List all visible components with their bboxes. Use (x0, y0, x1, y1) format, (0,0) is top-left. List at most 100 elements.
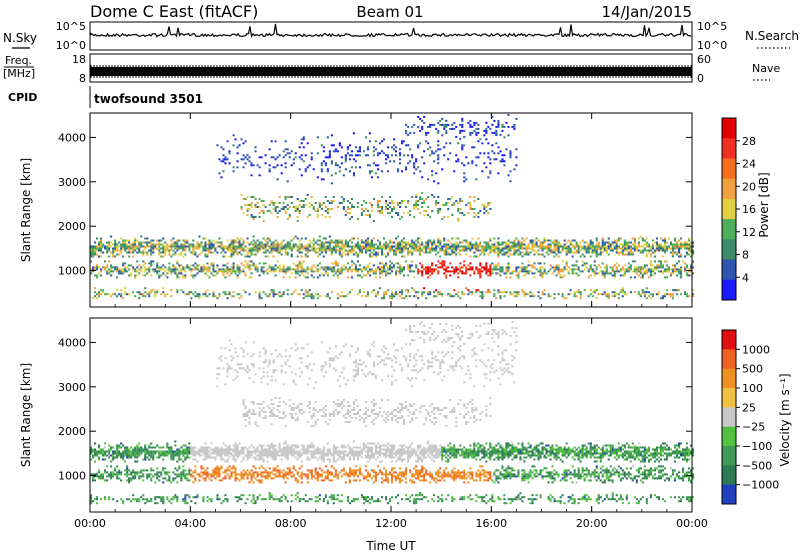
data-cell (218, 357, 221, 360)
data-cell (190, 452, 193, 455)
data-cell (188, 442, 191, 445)
data-cell (252, 247, 255, 250)
y-tick-label: 4000 (58, 131, 86, 144)
data-cell (399, 264, 402, 267)
data-cell (282, 156, 285, 159)
data-cell (573, 268, 576, 271)
data-cell (557, 245, 560, 248)
data-cell (385, 202, 388, 204)
data-cell (673, 268, 676, 271)
data-cell (250, 243, 253, 246)
data-cell (655, 249, 658, 252)
data-cell (455, 270, 458, 273)
data-cell (198, 475, 201, 478)
data-cell (94, 475, 97, 478)
data-cell (152, 239, 155, 242)
data-cell (234, 369, 237, 372)
data-cell (254, 471, 257, 474)
data-cell (381, 247, 384, 250)
data-cell (212, 262, 215, 265)
data-cell (182, 247, 185, 250)
data-cell (439, 249, 442, 252)
data-cell (541, 241, 544, 244)
data-cell (296, 216, 299, 218)
data-cell (124, 454, 127, 457)
data-cell (208, 247, 211, 250)
data-cell (547, 295, 550, 298)
data-cell (90, 268, 93, 271)
data-cell (122, 245, 125, 248)
data-cell (631, 243, 634, 246)
data-cell (246, 473, 249, 476)
data-cell (569, 241, 572, 244)
data-cell (425, 270, 428, 273)
data-cell (381, 206, 384, 208)
data-cell (356, 202, 359, 204)
data-cell (527, 245, 530, 248)
data-cell (336, 264, 339, 267)
data-cell (114, 241, 117, 244)
data-cell (298, 204, 301, 206)
data-cell (306, 249, 309, 252)
data-cell (405, 289, 408, 292)
data-cell (160, 496, 163, 499)
data-cell (501, 125, 504, 128)
data-cell (152, 268, 155, 271)
data-cell (451, 251, 454, 254)
data-cell (437, 202, 440, 204)
data-cell (344, 245, 347, 248)
data-cell (244, 473, 247, 476)
data-cell (599, 266, 602, 269)
data-cell (224, 156, 227, 159)
data-cell (144, 262, 147, 265)
data-cell (192, 251, 195, 254)
data-cell (372, 264, 375, 267)
data-cell (262, 291, 265, 294)
data-cell (605, 251, 608, 254)
data-cell (585, 247, 588, 250)
data-cell (364, 247, 367, 250)
data-cell (690, 270, 693, 273)
data-cell (407, 291, 410, 294)
data-cell (214, 471, 217, 474)
data-cell (268, 237, 271, 240)
data-cell (483, 295, 486, 298)
data-cell (505, 276, 508, 279)
data-cell (401, 216, 404, 218)
data-cell (164, 450, 167, 453)
data-cell (240, 194, 243, 196)
data-cell (124, 249, 127, 252)
data-cell (328, 245, 331, 248)
data-cell (116, 446, 119, 449)
data-cell (643, 272, 646, 275)
data-cell (324, 251, 327, 254)
data-cell (138, 249, 141, 252)
data-cell (577, 249, 580, 252)
data-cell (399, 154, 402, 157)
data-cell (465, 253, 468, 256)
data-cell (238, 363, 241, 366)
data-cell (336, 293, 339, 296)
data-cell (623, 247, 626, 250)
data-cell (449, 152, 452, 155)
data-cell (134, 471, 137, 474)
data-cell (116, 253, 119, 256)
data-cell (106, 454, 109, 457)
data-cell (433, 152, 436, 155)
data-cell (240, 471, 243, 474)
data-cell (686, 247, 689, 250)
data-cell (186, 477, 189, 480)
data-cell (158, 251, 161, 254)
data-cell (467, 293, 470, 296)
data-cell (250, 247, 253, 250)
data-cell (102, 477, 105, 480)
data-cell (415, 206, 418, 208)
data-cell (471, 266, 474, 269)
data-cell (659, 249, 662, 252)
data-cell (284, 249, 287, 252)
data-cell (527, 253, 530, 256)
data-cell (300, 200, 303, 202)
data-cell (463, 180, 466, 183)
data-cell (631, 260, 634, 263)
data-cell (423, 162, 426, 165)
